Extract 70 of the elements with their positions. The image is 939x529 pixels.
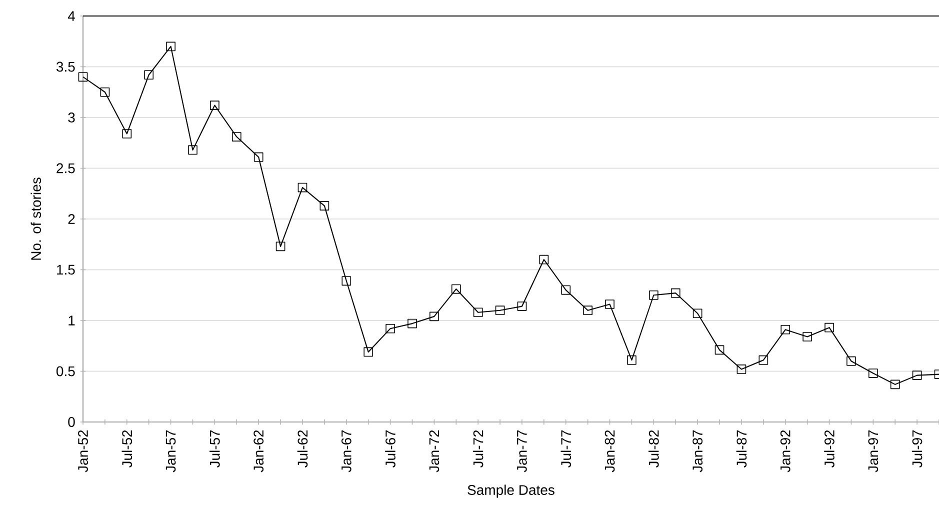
point <box>210 100 220 110</box>
x-axis-title: Sample Dates <box>468 484 554 498</box>
point <box>824 322 834 332</box>
point <box>100 87 110 97</box>
point <box>473 308 483 318</box>
x-tick-label: Jul-72 <box>472 430 484 468</box>
y-tick-label: 4 <box>68 11 75 21</box>
x-tick-label: Jul-92 <box>824 430 834 468</box>
x-tick-label: Jan-52 <box>78 430 88 472</box>
point <box>692 308 702 318</box>
point <box>254 152 264 162</box>
y-tick-label: 0.5 <box>56 366 75 376</box>
x-tick-label: Jan-57 <box>166 430 176 472</box>
x-tick-label: Jan-82 <box>604 430 615 472</box>
point <box>802 332 812 342</box>
point <box>232 132 242 142</box>
point <box>276 242 286 252</box>
y-tick-label: 0 <box>68 417 75 427</box>
x-tick-label: Jan-67 <box>341 430 352 472</box>
point <box>868 368 878 378</box>
point <box>451 284 461 294</box>
x-tick-label: Jan-92 <box>780 430 790 472</box>
point <box>890 380 900 390</box>
x-tick-label: Jan-72 <box>429 430 440 472</box>
point <box>561 285 571 295</box>
y-tick-label: 2 <box>68 214 75 224</box>
x-tick-label: Jul-57 <box>210 430 220 468</box>
x-tick-label: Jan-97 <box>868 430 878 472</box>
x-tick-label: Jul-82 <box>648 430 659 468</box>
point <box>188 145 198 155</box>
point <box>430 312 439 322</box>
point <box>912 370 922 380</box>
y-axis-title: No. of stories <box>30 178 42 260</box>
x-tick-label: Jan-77 <box>517 430 527 472</box>
point <box>320 201 330 210</box>
point <box>386 324 395 334</box>
x-tick-label: Jan-87 <box>692 430 703 472</box>
x-tick-label: Jan-62 <box>254 430 264 472</box>
x-tick-label: Jul-52 <box>122 430 132 468</box>
y-tick-label: 3 <box>68 112 75 122</box>
x-tick-label: Jul-97 <box>912 430 922 468</box>
point <box>342 276 352 286</box>
x-tick-label: Jul-87 <box>736 430 747 468</box>
point <box>846 356 856 366</box>
point <box>714 345 724 355</box>
point <box>495 306 505 316</box>
point <box>605 300 614 309</box>
point <box>364 347 373 357</box>
point <box>539 254 549 264</box>
y-tick-label: 1.5 <box>57 264 75 275</box>
point <box>736 364 746 374</box>
x-tick-label: Jul-67 <box>385 430 396 468</box>
x-tick-label: Jul-77 <box>560 430 572 468</box>
point <box>583 306 592 316</box>
point <box>670 288 680 298</box>
point <box>122 129 132 138</box>
point <box>78 72 88 82</box>
point <box>627 355 636 365</box>
point <box>758 355 768 365</box>
x-tick-label: Jul-62 <box>297 430 308 468</box>
point <box>780 324 790 334</box>
point <box>144 70 154 80</box>
y-tick-label: 1 <box>68 316 75 326</box>
point <box>298 182 308 192</box>
point <box>649 290 658 300</box>
y-tick-label: 2.5 <box>56 163 75 174</box>
point <box>517 302 527 311</box>
point <box>408 318 417 328</box>
y-tick-label: 3.5 <box>56 62 75 72</box>
point <box>166 42 176 52</box>
